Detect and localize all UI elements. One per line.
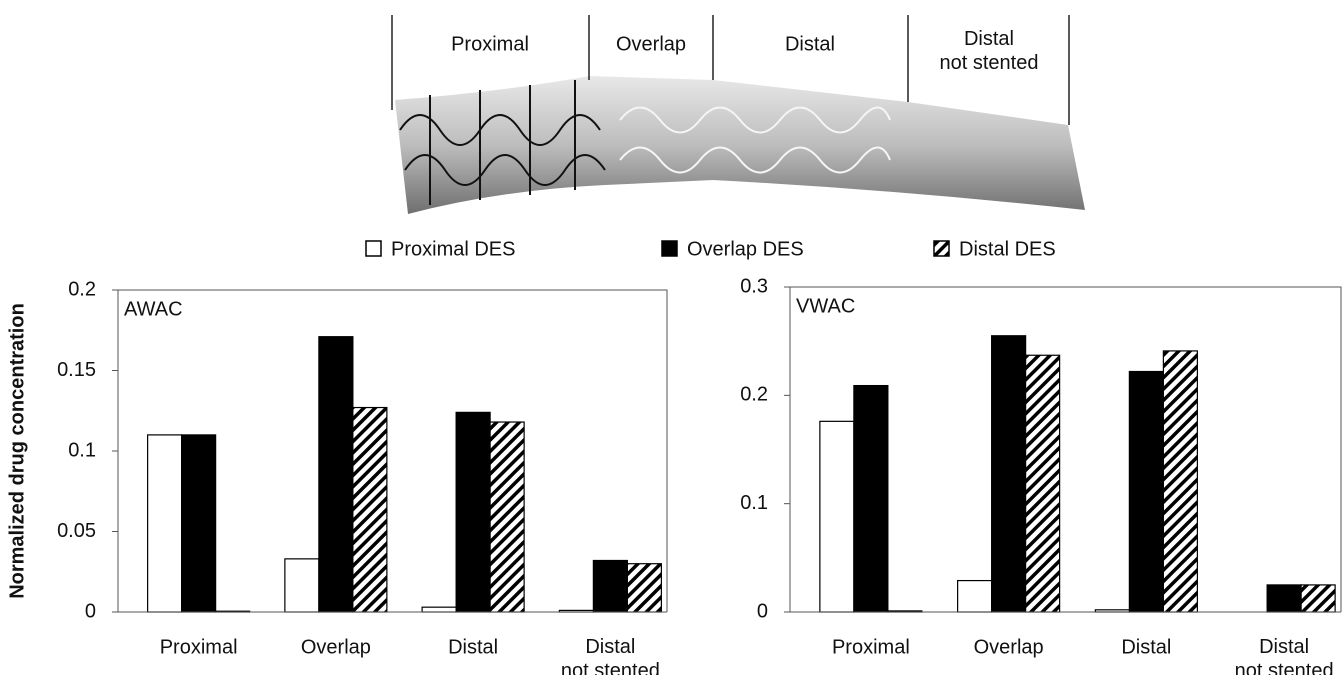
bar [456,412,490,612]
y-axis-title: Normalized drug concentration [6,303,28,599]
bar [182,435,216,612]
bar [1163,351,1197,612]
y-tick-label: 0 [85,600,96,622]
bar [422,607,456,612]
bar [854,386,888,612]
y-tick-label: 0.05 [57,520,96,542]
bar [1129,372,1163,613]
legend-label: Overlap DES [687,238,804,260]
figure: Proximal Overlap Distal Distalnot stented Pr… [0,0,1342,675]
x-tick-label: Overlap [974,636,1044,658]
y-tick-label: 0 [757,600,768,622]
y-tick-label: 0.15 [57,359,96,381]
bar [353,408,387,612]
y-tick-label: 0.2 [740,384,768,406]
segment-label: Overlap [616,33,686,55]
panel-label: VWAC [796,295,855,317]
bar [1026,355,1060,612]
legend-swatch [934,241,949,256]
segment-label: Distal [785,33,835,55]
bar [1301,585,1335,612]
bar [490,422,524,612]
bar [319,337,353,612]
x-tick-label: Proximal [832,636,910,658]
panel-label: AWAC [124,298,183,320]
y-tick-label: 0.2 [68,278,96,300]
vessel [395,76,1085,214]
bar [148,435,182,612]
bar [285,559,319,612]
y-tick-label: 0.3 [740,275,768,297]
y-tick-label: 0.1 [68,439,96,461]
bar [593,560,627,612]
legend-label: Distal DES [959,238,1056,260]
bar [958,581,992,612]
bar [992,336,1026,612]
legend-swatch [662,241,677,256]
bar [627,564,661,612]
x-tick-label: Distal [448,636,498,658]
x-tick-label: Proximal [160,636,238,658]
bar [820,421,854,612]
y-tick-label: 0.1 [740,492,768,514]
legend-swatch [366,241,381,256]
legend-label: Proximal DES [391,238,515,260]
x-tick-label: Distal [1121,636,1171,658]
bar [1267,585,1301,612]
segment-label: Proximal [451,33,529,55]
x-tick-label: Overlap [301,636,371,658]
